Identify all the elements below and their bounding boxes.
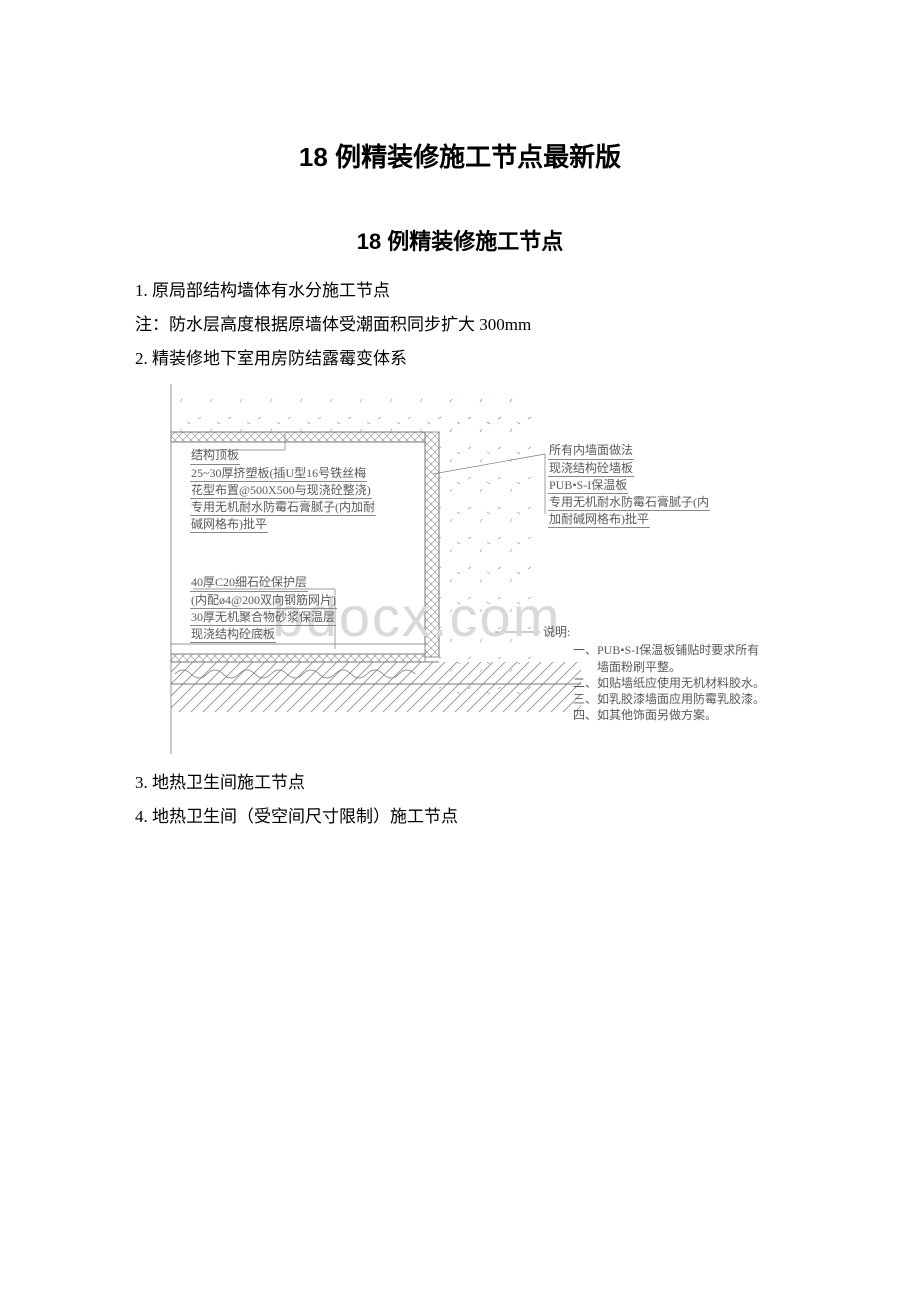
- annot-notes-title: 说明:: [543, 624, 570, 640]
- annot-right: 所有内墙面做法 现浇结构砼墙板 PUB•S-I保温板 专用无机耐水防霉石膏腻子(…: [548, 442, 710, 528]
- label-wall-putty1: 专用无机耐水防霉石膏腻子(内: [548, 494, 710, 511]
- label-baseslab: 现浇结构砼底板: [190, 626, 276, 643]
- label-structure-top: 结构顶板: [190, 447, 240, 464]
- item-1: 1. 原局部结构墙体有水分施工节点: [135, 274, 785, 308]
- label-wall-all: 所有内墙面做法: [548, 442, 634, 459]
- item-3: 3. 地热卫生间施工节点: [135, 766, 785, 800]
- item-2: 2. 精装修地下室用房防结露霉变体系: [135, 342, 785, 376]
- label-xps-1: 25~30厚挤塑板(插U型16号铁丝梅: [190, 465, 367, 482]
- label-wall-putty2: 加耐碱网格布)批平: [548, 511, 650, 528]
- note-3: 三、如乳胶漆墙面应用防霉乳胶漆。: [573, 692, 765, 706]
- annot-notes: 一、PUB•S-I保温板铺贴时要求所有 墙面粉刷平整。 二、如贴墙纸应使用无机材…: [573, 642, 765, 723]
- label-protect: 40厚C20细石砼保护层: [190, 574, 308, 591]
- diagram-container: .bdocx.com 结构顶板 25~30厚挤塑板(插U型16号铁丝梅 花型布置…: [135, 384, 785, 754]
- item-1-note: 注：防水层高度根据原墙体受潮面积同步扩大 300mm: [135, 308, 785, 342]
- label-rebar: (内配ø4@200双向钢筋网片): [190, 592, 337, 609]
- label-putty-1: 专用无机耐水防霉石膏腻子(内加耐: [190, 499, 376, 516]
- note-4: 四、如其他饰面另做方案。: [573, 708, 717, 722]
- annot-bottom: 40厚C20细石砼保护层 (内配ø4@200双向钢筋网片) 30厚无机聚合物砂浆…: [190, 574, 337, 643]
- sub-title: 18 例精装修施工节点: [135, 224, 785, 256]
- note-2: 二、如贴墙纸应使用无机材料胶水。: [573, 676, 765, 690]
- section-diagram: .bdocx.com 结构顶板 25~30厚挤塑板(插U型16号铁丝梅 花型布置…: [135, 384, 785, 754]
- note-1: 一、PUB•S-I保温板铺贴时要求所有: [573, 643, 759, 657]
- label-insul: 30厚无机聚合物砂浆保温层: [190, 609, 336, 626]
- note-1b: 墙面粉刷平整。: [573, 660, 681, 674]
- label-putty-2: 碱网格布)批平: [190, 516, 268, 533]
- label-wall-pub: PUB•S-I保温板: [548, 477, 628, 494]
- label-xps-2: 花型布置@500X500与现浇砼整浇): [190, 482, 372, 499]
- label-wall-conc: 现浇结构砼墙板: [548, 460, 634, 477]
- main-title: 18 例精装修施工节点最新版: [135, 137, 785, 174]
- document-page: 18 例精装修施工节点最新版 18 例精装修施工节点 1. 原局部结构墙体有水分…: [0, 0, 920, 894]
- annot-top-1: 结构顶板 25~30厚挤塑板(插U型16号铁丝梅 花型布置@500X500与现浇…: [190, 447, 376, 533]
- item-4: 4. 地热卫生间（受空间尺寸限制）施工节点: [135, 800, 785, 834]
